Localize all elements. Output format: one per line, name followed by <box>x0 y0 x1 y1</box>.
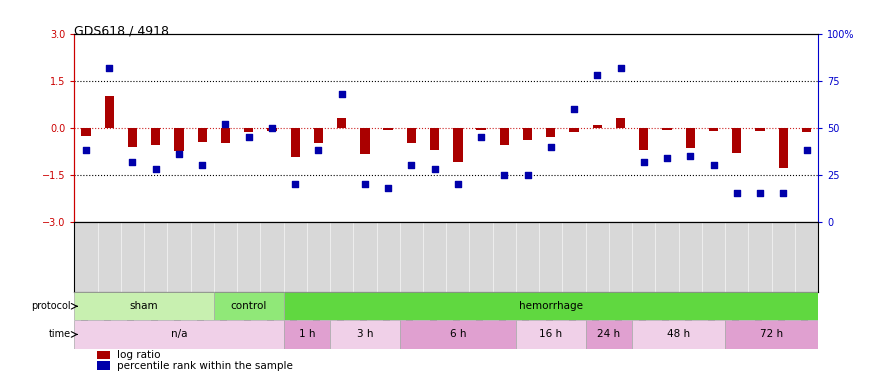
Text: 3 h: 3 h <box>357 330 373 339</box>
Bar <box>725 320 818 348</box>
Bar <box>220 128 230 143</box>
Bar <box>337 118 346 128</box>
Bar <box>616 118 626 128</box>
Point <box>404 162 418 168</box>
Point <box>219 121 233 127</box>
Text: control: control <box>230 301 267 311</box>
Point <box>79 147 93 153</box>
Point <box>428 166 442 172</box>
Bar <box>267 128 276 131</box>
Bar <box>151 128 160 145</box>
Point <box>334 91 348 97</box>
Text: time: time <box>48 330 71 339</box>
Bar <box>430 128 439 150</box>
Bar <box>732 128 741 153</box>
Text: percentile rank within the sample: percentile rank within the sample <box>116 361 292 371</box>
Bar <box>314 128 323 143</box>
Bar <box>105 96 114 128</box>
Bar <box>662 128 672 130</box>
Bar <box>709 128 718 131</box>
Point <box>149 166 163 172</box>
Point <box>730 190 744 196</box>
Bar <box>81 128 91 135</box>
Bar <box>74 292 213 320</box>
Point <box>382 185 396 191</box>
Bar <box>360 128 369 154</box>
Point <box>613 64 627 70</box>
Bar <box>592 124 602 128</box>
Bar <box>546 128 556 137</box>
Point <box>521 172 535 178</box>
Bar <box>639 128 648 150</box>
Bar <box>290 128 300 158</box>
Bar <box>330 320 400 348</box>
Bar <box>198 128 206 142</box>
Text: GDS618 / 4918: GDS618 / 4918 <box>74 24 170 38</box>
Text: 1 h: 1 h <box>298 330 315 339</box>
Point <box>125 159 139 165</box>
Point <box>776 190 790 196</box>
Bar <box>128 128 137 147</box>
Point <box>242 134 256 140</box>
Point <box>474 134 488 140</box>
Bar <box>244 128 254 132</box>
Bar <box>174 128 184 151</box>
Text: 24 h: 24 h <box>598 330 620 339</box>
Bar <box>477 128 486 130</box>
Text: sham: sham <box>130 301 158 311</box>
Point <box>288 181 302 187</box>
Bar <box>755 128 765 131</box>
Point <box>358 181 372 187</box>
Point <box>753 190 767 196</box>
Point <box>451 181 465 187</box>
Point <box>637 159 651 165</box>
Point <box>544 144 558 150</box>
Bar <box>97 351 110 360</box>
Bar <box>779 128 788 168</box>
Text: hemorrhage: hemorrhage <box>519 301 583 311</box>
Bar <box>214 292 284 320</box>
Text: 48 h: 48 h <box>667 330 690 339</box>
Text: 16 h: 16 h <box>539 330 563 339</box>
Point <box>706 162 720 168</box>
Bar <box>686 128 695 148</box>
Point <box>102 64 116 70</box>
Bar <box>383 128 393 130</box>
Bar <box>284 320 330 348</box>
Text: protocol: protocol <box>31 301 71 311</box>
Point <box>312 147 326 153</box>
Point <box>172 151 186 157</box>
Bar <box>97 362 110 370</box>
Point <box>497 172 511 178</box>
Bar <box>523 128 532 140</box>
Point <box>265 125 279 131</box>
Point <box>660 155 674 161</box>
Text: 6 h: 6 h <box>450 330 466 339</box>
Point <box>683 153 697 159</box>
Bar <box>632 320 725 348</box>
Text: n/a: n/a <box>171 330 187 339</box>
Bar <box>802 128 811 132</box>
Bar <box>400 320 516 348</box>
Bar <box>500 128 509 145</box>
Bar <box>453 128 463 162</box>
Text: 72 h: 72 h <box>760 330 783 339</box>
Bar <box>74 320 284 348</box>
Bar <box>516 320 585 348</box>
Bar <box>570 128 578 132</box>
Bar <box>585 320 632 348</box>
Bar <box>407 128 416 143</box>
Point <box>567 106 581 112</box>
Point <box>195 162 209 168</box>
Point <box>591 72 605 78</box>
Bar <box>284 292 818 320</box>
Text: log ratio: log ratio <box>116 350 160 360</box>
Point <box>800 147 814 153</box>
